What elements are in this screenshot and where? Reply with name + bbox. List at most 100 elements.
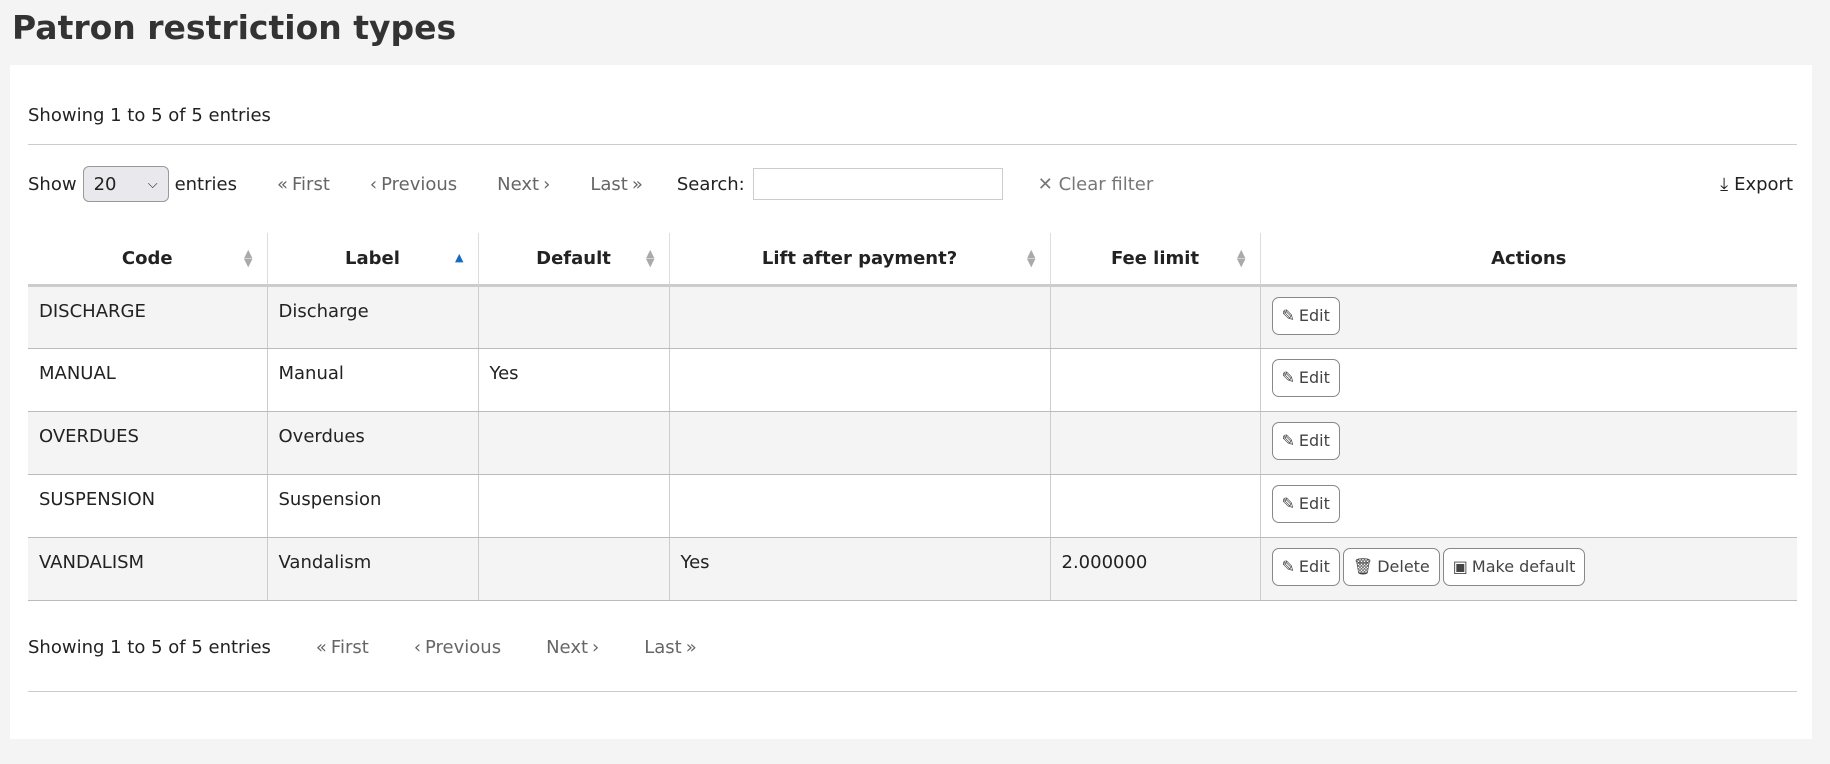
- cell-default: [477, 474, 669, 538]
- cell-default: [477, 285, 669, 349]
- column-header-actions: Actions: [1259, 233, 1797, 287]
- close-icon: ✕: [1037, 173, 1053, 195]
- search-label: Search:: [676, 173, 745, 195]
- header-label: Fee limit: [1110, 247, 1200, 269]
- table-row: DISCHARGE Discharge ✎ Edit: [28, 285, 1797, 349]
- pencil-icon: ✎: [1281, 557, 1295, 576]
- double-chevron-left-icon: «: [315, 637, 327, 658]
- cell-lift-after-payment: [668, 411, 1050, 475]
- cell-lift-after-payment: Yes: [668, 537, 1050, 601]
- chevron-right-icon: ›: [543, 173, 551, 195]
- table-row: VANDALISM Vandalism Yes 2.000000 ✎ Edit 🗑 Delet…: [28, 537, 1797, 601]
- entries-label: entries: [174, 173, 237, 195]
- first-label: First: [292, 173, 330, 195]
- delete-button[interactable]: 🗑 Delete: [1342, 547, 1440, 586]
- chevron-left-icon: ‹: [369, 173, 378, 195]
- header-label: Code: [121, 247, 173, 269]
- cell-code: OVERDUES: [28, 411, 267, 475]
- edit-button[interactable]: ✎ Edit: [1271, 296, 1340, 335]
- next-label: Next: [546, 637, 589, 658]
- edit-button[interactable]: ✎ Edit: [1271, 358, 1340, 397]
- header-label: Label: [345, 247, 400, 269]
- button-label: Edit: [1298, 494, 1330, 513]
- cell-lift-after-payment: [668, 285, 1050, 349]
- last-page-button[interactable]: Last»: [590, 174, 643, 195]
- cell-code: SUSPENSION: [28, 474, 267, 538]
- pencil-icon: ✎: [1281, 306, 1295, 325]
- cell-actions: ✎ Edit: [1259, 348, 1797, 412]
- cell-label: Suspension: [266, 474, 478, 538]
- footer-first-page-button[interactable]: «First: [316, 637, 369, 658]
- button-label: Edit: [1298, 368, 1330, 387]
- cell-code: DISCHARGE: [28, 285, 267, 349]
- pencil-icon: ✎: [1281, 494, 1295, 513]
- button-label: Edit: [1298, 431, 1330, 450]
- previous-label: Previous: [425, 637, 502, 658]
- header-label: Default: [536, 247, 611, 269]
- cell-fee-limit: [1049, 348, 1260, 412]
- search-input[interactable]: [752, 168, 1003, 200]
- footer-next-page-button[interactable]: Next ›: [546, 637, 599, 658]
- double-chevron-right-icon: »: [631, 173, 643, 195]
- first-label: First: [330, 637, 369, 658]
- table-row: OVERDUES Overdues ✎ Edit: [28, 411, 1797, 475]
- cell-fee-limit: 2.000000: [1049, 537, 1260, 601]
- edit-button[interactable]: ✎ Edit: [1271, 484, 1340, 523]
- page-title: Patron restriction types: [12, 8, 457, 47]
- previous-page-button[interactable]: ‹ Previous: [370, 174, 457, 195]
- table-row: SUSPENSION Suspension ✎ Edit: [28, 474, 1797, 538]
- footer-info: Showing 1 to 5 of 5 entries: [28, 637, 271, 658]
- sort-icon: ▲ ▼: [1027, 247, 1036, 269]
- last-label: Last: [590, 173, 628, 195]
- cell-default: [477, 537, 669, 601]
- divider: [28, 691, 1797, 692]
- chevron-down-icon: ⌵: [147, 176, 158, 192]
- restriction-types-table: Code ▲ ▼ Label ▲ Default ▲ ▼ Lift after payme…: [28, 233, 1797, 601]
- export-button[interactable]: ⤓ Export: [1720, 174, 1793, 195]
- header-label: Actions: [1491, 247, 1567, 269]
- column-header-lift-after-payment[interactable]: Lift after payment? ▲ ▼: [668, 233, 1050, 287]
- button-label: Edit: [1298, 557, 1330, 576]
- download-icon: ⤓: [1720, 173, 1729, 195]
- table-footer: Showing 1 to 5 of 5 entries «First ‹ Prev…: [28, 637, 697, 658]
- cell-actions: ✎ Edit: [1259, 411, 1797, 475]
- first-page-button[interactable]: «First: [277, 174, 330, 195]
- sort-icon: ▲ ▼: [646, 247, 655, 269]
- next-label: Next: [497, 173, 540, 195]
- column-header-label[interactable]: Label ▲: [266, 233, 478, 287]
- pencil-icon: ✎: [1281, 368, 1295, 387]
- chevron-right-icon: ›: [592, 637, 600, 658]
- pencil-icon: ✎: [1281, 431, 1295, 450]
- button-label: Edit: [1298, 306, 1330, 325]
- table-info: Showing 1 to 5 of 5 entries: [28, 105, 271, 126]
- cell-actions: ✎ Edit: [1259, 474, 1797, 538]
- cell-label: Vandalism: [266, 537, 478, 601]
- cell-default: Yes: [477, 348, 669, 412]
- clear-filter-button[interactable]: ✕ Clear filter: [1038, 174, 1154, 195]
- page-size-select[interactable]: 20 ⌵: [82, 166, 169, 202]
- edit-button[interactable]: ✎ Edit: [1271, 421, 1340, 460]
- cell-actions: ✎ Edit: [1259, 285, 1797, 349]
- make-default-button[interactable]: ▣ Make default: [1442, 547, 1586, 586]
- cell-lift-after-payment: [668, 348, 1050, 412]
- next-page-button[interactable]: Next ›: [497, 174, 550, 195]
- header-label: Lift after payment?: [761, 247, 958, 269]
- double-chevron-right-icon: »: [685, 637, 697, 658]
- divider: [28, 144, 1797, 145]
- export-label: Export: [1734, 173, 1793, 195]
- cell-fee-limit: [1049, 285, 1260, 349]
- clear-filter-label: Clear filter: [1058, 173, 1154, 195]
- chevron-left-icon: ‹: [413, 637, 422, 658]
- footer-previous-page-button[interactable]: ‹ Previous: [414, 637, 501, 658]
- cell-fee-limit: [1049, 474, 1260, 538]
- column-header-default[interactable]: Default ▲ ▼: [477, 233, 669, 287]
- footer-last-page-button[interactable]: Last»: [644, 637, 697, 658]
- column-header-code[interactable]: Code ▲ ▼: [28, 233, 267, 287]
- cell-label: Discharge: [266, 285, 478, 349]
- show-label: Show: [28, 173, 77, 195]
- edit-button[interactable]: ✎ Edit: [1271, 547, 1340, 586]
- button-label: Make default: [1471, 557, 1576, 576]
- last-label: Last: [644, 637, 682, 658]
- table-row: MANUAL Manual Yes ✎ Edit: [28, 348, 1797, 412]
- column-header-fee-limit[interactable]: Fee limit ▲ ▼: [1049, 233, 1260, 287]
